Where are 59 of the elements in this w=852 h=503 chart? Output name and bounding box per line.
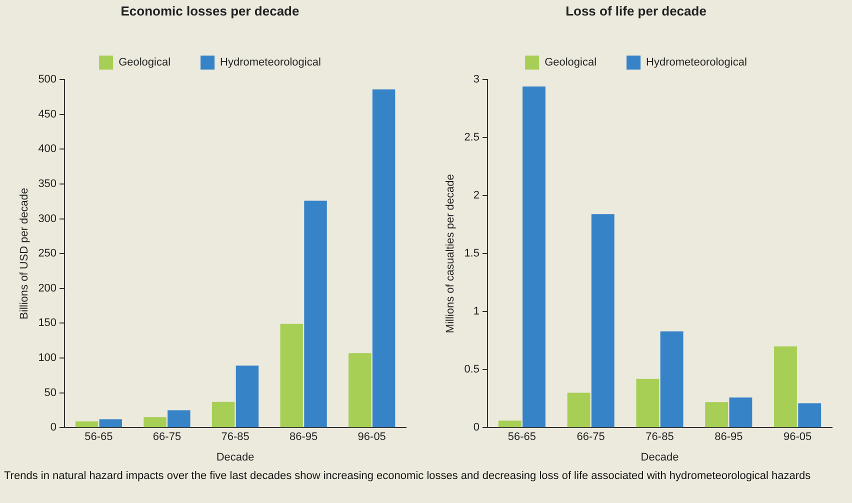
y-axis-title: Millions of casualties per decade	[444, 174, 457, 334]
y-tick-label: 2.5	[464, 132, 480, 144]
text: Trends in natural hazard impacts over the five last decades show increasing economic losses and decreasing loss of life associated with hydrometeorological hazards	[3, 469, 812, 484]
x-tick-label: 66-75	[152, 431, 182, 444]
x-axis-title: Decade	[216, 451, 254, 464]
bar	[567, 392, 590, 428]
legend-label: Hydrometeorological	[646, 56, 747, 69]
y-tick-label: 1	[473, 306, 480, 318]
bar	[660, 331, 684, 428]
x-tick-label: 86-95	[289, 431, 318, 444]
x-tick-label: 86-95	[714, 431, 743, 444]
y-tick-label: 150	[38, 317, 57, 330]
y-tick-label: 300	[38, 212, 57, 225]
y-tick-label: 50	[44, 386, 57, 399]
bar	[705, 402, 728, 428]
x-tick-label: 76-85	[646, 431, 674, 444]
x-tick-label: 56-65	[84, 431, 113, 444]
bar	[212, 402, 235, 428]
y-tick-label: 0	[473, 422, 480, 434]
bar	[144, 417, 166, 428]
bar	[774, 346, 797, 428]
y-tick-label: 0.5	[464, 364, 480, 376]
bar	[498, 420, 522, 428]
y-tick-label: 2	[473, 190, 480, 202]
y-tick-label: 400	[38, 143, 57, 156]
x-tick-label: 96-05	[783, 431, 812, 444]
legend-label: Geological	[118, 56, 171, 69]
y-tick-label: 100	[38, 352, 57, 364]
bar	[522, 86, 546, 428]
bar	[729, 397, 752, 428]
bar	[236, 366, 259, 428]
y-axis-title: Billions of USD per decade	[18, 188, 31, 320]
y-tick-label: 0	[50, 422, 57, 434]
y-tick-label: 250	[38, 248, 57, 260]
chart-title: Loss of life per decade	[566, 3, 706, 18]
bar	[75, 421, 98, 428]
y-tick-label: 450	[38, 108, 57, 120]
x-tick-label: 76-85	[221, 431, 250, 444]
x-tick-label: 96-05	[358, 431, 386, 444]
x-axis-title: Decade	[640, 451, 679, 464]
legend-label: Hydrometeorological	[220, 56, 321, 69]
bar	[168, 410, 190, 428]
bar	[280, 324, 303, 428]
y-tick-label: 350	[38, 178, 57, 190]
legend-label: Geological	[544, 56, 597, 69]
x-tick-label: 56-65	[508, 431, 536, 444]
bar	[591, 214, 614, 428]
bar	[99, 419, 122, 428]
y-tick-label: 500	[38, 74, 57, 86]
y-tick-label: 3	[473, 74, 480, 86]
chart-title: Economic losses per decade	[120, 3, 300, 18]
bar	[636, 378, 660, 428]
bar	[372, 89, 396, 428]
bar	[798, 403, 822, 428]
y-tick-label: 200	[38, 282, 57, 294]
y-tick-label: 1.5	[464, 248, 480, 260]
x-tick-label: 66-75	[576, 431, 605, 444]
bar	[348, 353, 372, 428]
bar	[304, 200, 327, 428]
